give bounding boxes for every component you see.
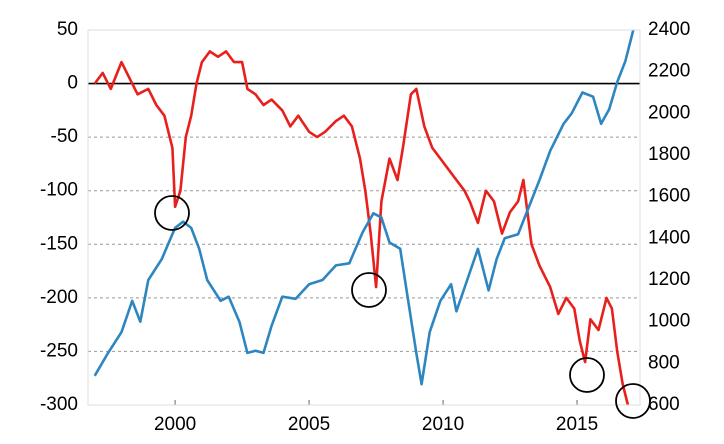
y2-tick-label: 1400: [648, 227, 690, 248]
y2-tick-label: 1600: [648, 186, 690, 207]
series-line: [93, 50, 630, 406]
annotation-circle: [615, 383, 651, 419]
y-tick-label: -250: [40, 340, 78, 361]
y2-tick-label: 2000: [648, 102, 690, 123]
x-tick-label: 2015: [556, 414, 598, 435]
annotation-circles: [154, 195, 651, 419]
y-tick-label: 50: [57, 19, 78, 40]
plot-frame: [87, 29, 641, 406]
annotation-circle: [569, 357, 605, 393]
series-line: [93, 29, 635, 386]
y-tick-label: 0: [67, 73, 78, 94]
y2-tick-label: 800: [648, 352, 680, 373]
plot-layer: [88, 29, 640, 406]
y-tick-label: -100: [40, 180, 78, 201]
x-tick-label: 2010: [422, 414, 464, 435]
y2-tick-label: 2400: [648, 19, 690, 40]
y-tick-label: -200: [40, 287, 78, 308]
y2-tick-label: 1200: [648, 269, 690, 290]
y-tick-label: -50: [51, 126, 78, 147]
y2-tick-label: 600: [648, 394, 680, 415]
y2-tick-label: 2200: [648, 61, 690, 82]
y-tick-label: -150: [40, 233, 78, 254]
y2-tick-label: 1800: [648, 144, 690, 165]
y-tick-label: -300: [40, 394, 78, 415]
x-tick-label: 2000: [154, 414, 196, 435]
annotation-circle: [351, 272, 387, 308]
y2-tick-label: 1000: [648, 311, 690, 332]
x-tick-label: 2005: [288, 414, 330, 435]
annotation-circle: [154, 195, 190, 231]
